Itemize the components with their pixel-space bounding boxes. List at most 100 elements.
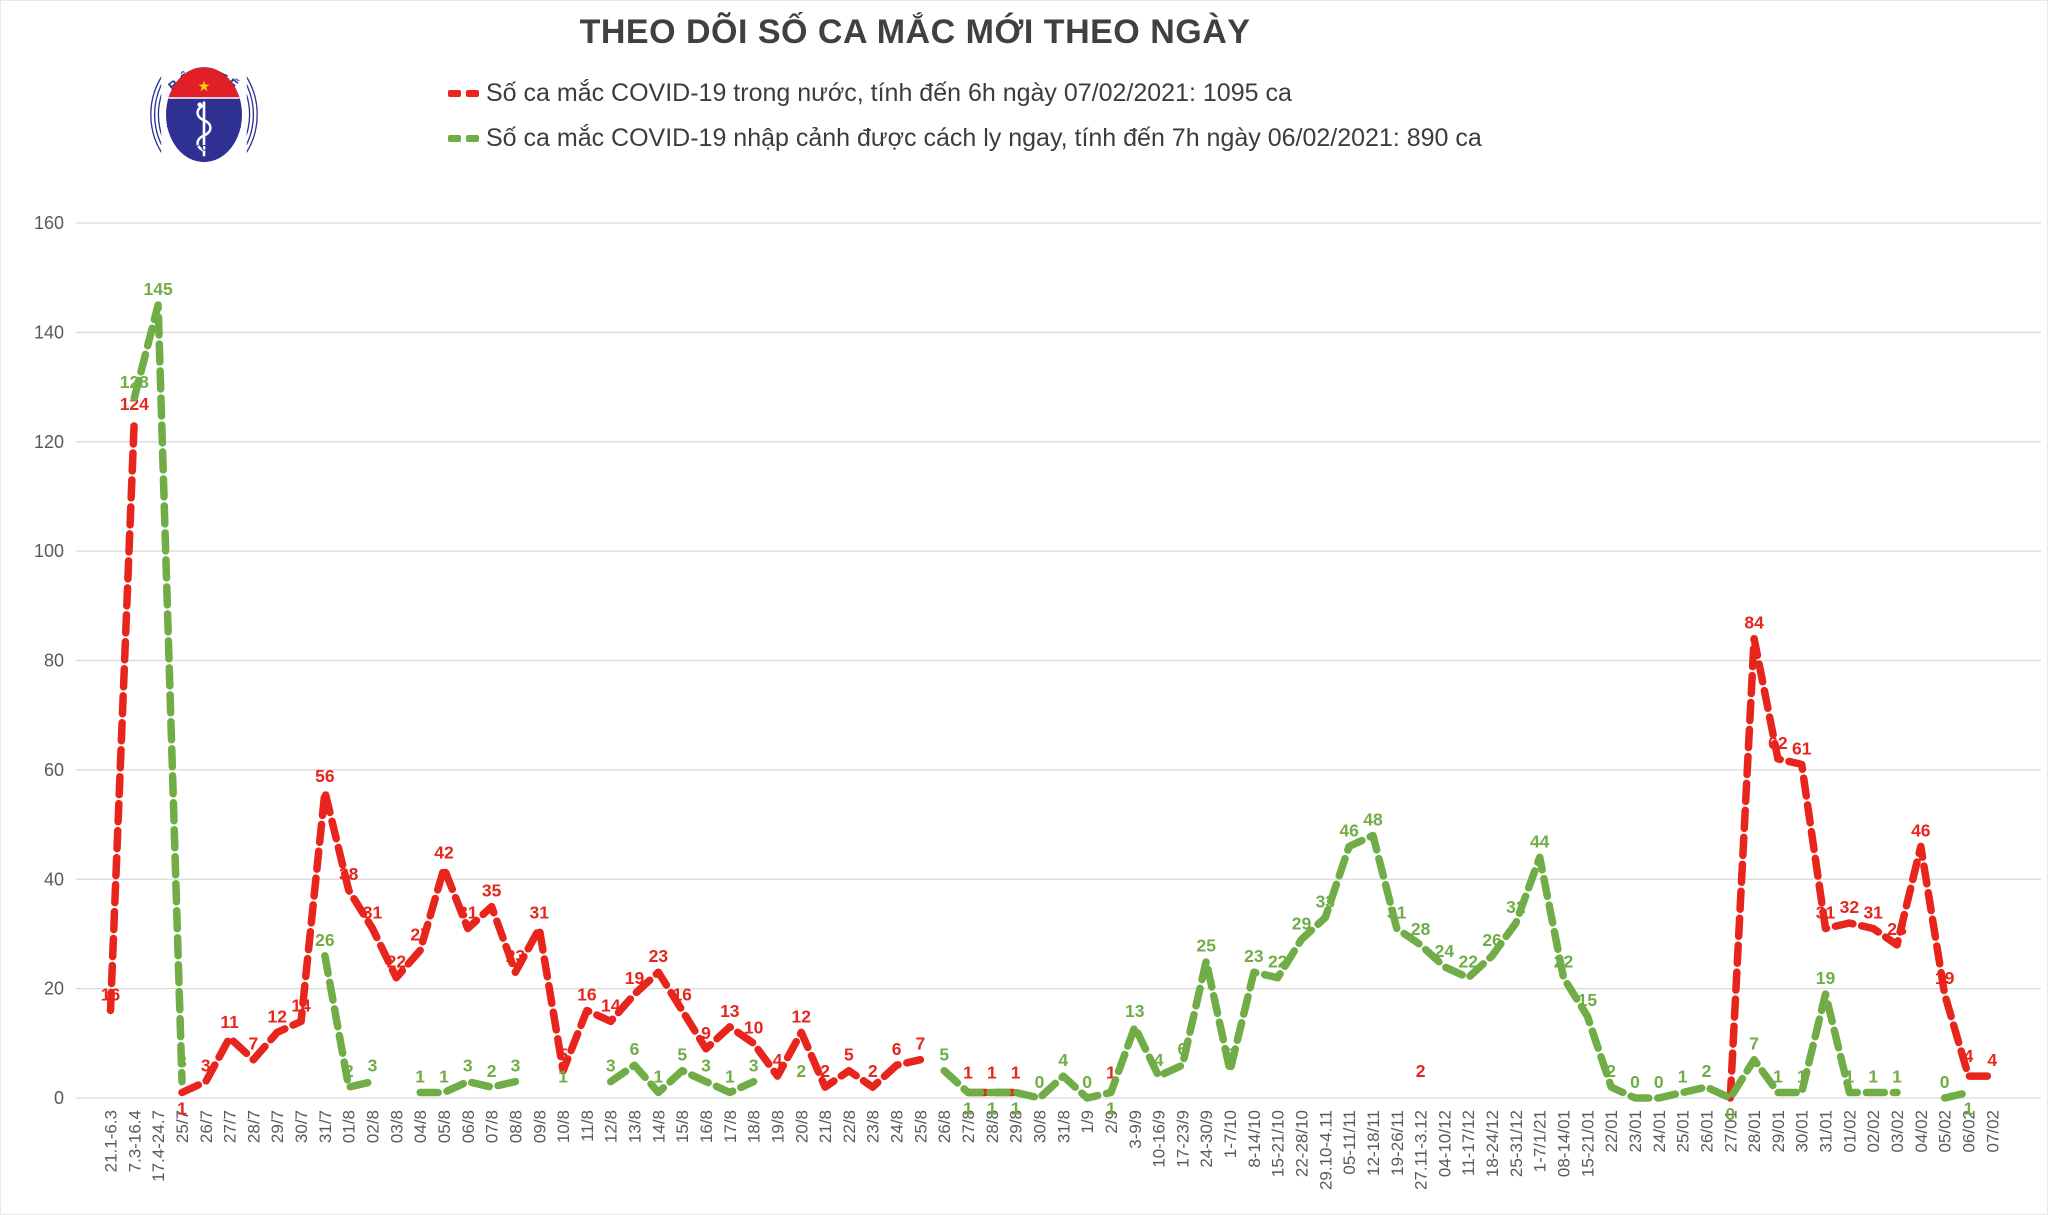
svg-text:6: 6 [892,1039,902,1059]
svg-text:21/8: 21/8 [816,1110,835,1143]
svg-text:128: 128 [120,372,149,392]
svg-text:4: 4 [1058,1050,1068,1070]
svg-text:31: 31 [1816,902,1836,922]
svg-text:27.11-3.12: 27.11-3.12 [1412,1110,1431,1190]
svg-text:24/8: 24/8 [888,1110,907,1143]
svg-text:22: 22 [387,952,407,972]
svg-text:25: 25 [1196,935,1216,955]
svg-text:4: 4 [1987,1050,1997,1070]
svg-text:1: 1 [1892,1067,1902,1087]
svg-text:33: 33 [1316,892,1336,912]
svg-text:31/8: 31/8 [1054,1110,1073,1143]
svg-text:26: 26 [315,930,335,950]
svg-text:19-26/11: 19-26/11 [1388,1110,1407,1176]
svg-text:0: 0 [1035,1072,1045,1092]
svg-text:1: 1 [725,1067,735,1087]
gridlines [76,222,2041,1099]
svg-text:14/8: 14/8 [649,1110,668,1143]
svg-text:11/8: 11/8 [578,1110,597,1142]
svg-text:28/7: 28/7 [244,1110,263,1143]
svg-text:1: 1 [1964,1099,1974,1119]
svg-text:4: 4 [1154,1050,1164,1070]
svg-text:160: 160 [34,213,64,233]
svg-text:42: 42 [434,842,454,862]
svg-text:61: 61 [1792,738,1812,758]
svg-text:0: 0 [1725,1104,1735,1124]
logo-red-field [168,67,240,98]
svg-text:1: 1 [1678,1067,1688,1087]
svg-text:2/9: 2/9 [1102,1110,1121,1134]
svg-text:31: 31 [458,902,478,922]
svg-text:0: 0 [1082,1072,1092,1092]
logo-star-icon: ★ [198,79,211,95]
svg-text:1: 1 [1844,1067,1854,1087]
svg-text:7.3-16.4: 7.3-16.4 [125,1110,144,1172]
svg-text:25-31/12: 25-31/12 [1507,1110,1526,1177]
svg-text:1: 1 [1011,1063,1021,1083]
svg-text:10/8: 10/8 [554,1110,573,1143]
svg-text:14: 14 [601,995,621,1015]
svg-text:120: 120 [34,432,64,452]
svg-text:16: 16 [101,985,121,1005]
legend-label-imported: Số ca mắc COVID-19 nhập cảnh được cách l… [486,123,1482,152]
svg-text:32: 32 [1506,897,1526,917]
svg-text:46: 46 [1911,820,1931,840]
svg-text:22: 22 [1554,952,1574,972]
svg-text:23: 23 [506,946,526,966]
svg-text:11: 11 [220,1012,239,1032]
svg-text:1: 1 [987,1099,997,1119]
svg-text:1: 1 [439,1067,449,1087]
svg-text:16: 16 [672,985,692,1005]
svg-text:27: 27 [410,924,429,944]
svg-text:145: 145 [144,279,173,299]
svg-text:31/7: 31/7 [316,1110,335,1143]
svg-text:26/8: 26/8 [935,1110,954,1143]
svg-text:23: 23 [1244,946,1264,966]
svg-text:100: 100 [34,541,64,561]
svg-text:48: 48 [1363,810,1383,830]
svg-text:3: 3 [463,1056,473,1076]
svg-text:27/01: 27/01 [1721,1110,1740,1153]
svg-text:29: 29 [1292,913,1312,933]
svg-text:23: 23 [649,946,669,966]
svg-text:7: 7 [916,1034,926,1054]
svg-text:25/8: 25/8 [911,1110,930,1143]
svg-text:24-30/9: 24-30/9 [1197,1110,1216,1168]
svg-text:08-14/01: 08-14/01 [1555,1110,1574,1177]
svg-text:1: 1 [653,1067,663,1087]
svg-text:5: 5 [844,1045,854,1065]
svg-text:02/8: 02/8 [364,1110,383,1143]
svg-text:23/8: 23/8 [864,1110,883,1143]
y-axis-labels: 0 20 40 60 80 100 120 140 160 [34,213,64,1108]
svg-text:05/02: 05/02 [1936,1110,1955,1153]
svg-text:1: 1 [963,1099,973,1119]
svg-text:24/01: 24/01 [1650,1110,1669,1153]
legend-dash-red-icon [448,89,461,97]
svg-text:29/8: 29/8 [1007,1110,1026,1143]
svg-text:09/8: 09/8 [530,1110,549,1143]
svg-text:12/8: 12/8 [602,1110,621,1143]
legend-label-domestic: Số ca mắc COVID-19 trong nước, tính đến … [486,78,1292,107]
svg-text:1: 1 [963,1063,973,1083]
svg-text:19: 19 [1816,968,1836,988]
legend-item-imported: Số ca mắc COVID-19 nhập cảnh được cách l… [448,122,1482,154]
svg-text:84: 84 [1744,613,1764,633]
svg-text:22: 22 [1268,952,1288,972]
svg-text:16/8: 16/8 [697,1110,716,1143]
svg-text:04-10/12: 04-10/12 [1435,1110,1454,1177]
svg-text:140: 140 [34,322,64,342]
svg-text:19: 19 [625,968,645,988]
svg-text:13: 13 [1125,1001,1145,1021]
svg-text:60: 60 [44,760,64,780]
svg-text:124: 124 [120,394,149,414]
svg-text:1-7/1/21: 1-7/1/21 [1531,1110,1550,1172]
svg-text:3: 3 [701,1056,711,1076]
svg-text:15: 15 [1578,990,1598,1010]
svg-text:3: 3 [201,1056,211,1076]
svg-text:29/01: 29/01 [1769,1110,1788,1153]
x-axis-labels: 21.1-6.3 7.3-16.4 17.4-24.7 25/7 26/7 27/7 28/… [102,1110,2003,1190]
svg-text:10: 10 [744,1017,764,1037]
logo-snake-head [197,102,203,107]
svg-text:17-23/9: 17-23/9 [1173,1110,1192,1168]
